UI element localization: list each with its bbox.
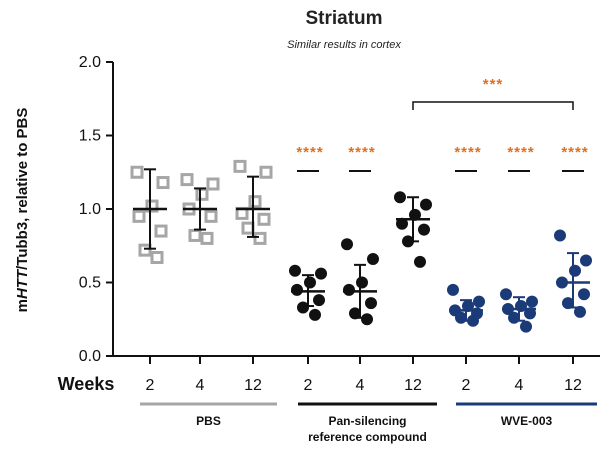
data-point (291, 283, 303, 296)
data-point (200, 231, 214, 245)
comparison-bracket (412, 101, 574, 110)
data-point (150, 251, 164, 265)
data-point (297, 301, 309, 314)
series-wve-week-12 (554, 229, 592, 318)
x-tick-label: 2 (304, 377, 313, 394)
data-point (447, 283, 459, 296)
data-point (309, 308, 321, 321)
x-tick-label: 2 (462, 377, 471, 394)
y-axis-ticks: 0.0 0.5 1.0 1.5 2.0 (79, 54, 113, 365)
significance-annotations: **** **** **** **** ******* (296, 76, 588, 172)
y-tick-label: 2.0 (79, 54, 101, 71)
data-point (180, 173, 194, 187)
data-point (145, 199, 159, 213)
x-tick-label: 12 (404, 377, 422, 394)
data-point (367, 252, 379, 265)
group-label: PBS (196, 414, 221, 428)
y-axis-label: mHTT/Tubb3, relative to PBS (14, 108, 31, 313)
data-point (420, 198, 432, 211)
data-point (259, 165, 273, 179)
y-axis-label-suffix: /Tubb3, relative to PBS (14, 108, 31, 270)
y-tick-label: 1.0 (79, 201, 101, 218)
data-point (304, 276, 316, 289)
data-point (349, 307, 361, 320)
data-point (156, 176, 170, 190)
x-axis-ticks: 2 4 12 2 4 12 2 4 12 (146, 356, 582, 394)
plot-area (130, 159, 592, 333)
y-tick-label: 0.0 (79, 348, 101, 365)
x-tick-label: 4 (515, 377, 524, 394)
data-point (204, 209, 218, 223)
group-label-line1: Pan-silencing (328, 414, 406, 428)
data-point (248, 195, 262, 209)
significance-stars: **** (507, 144, 534, 161)
data-point (188, 228, 202, 242)
data-point (356, 276, 368, 289)
data-point (365, 297, 377, 310)
data-point (343, 283, 355, 296)
data-point (361, 313, 373, 326)
series-pbs-week-2 (130, 165, 170, 265)
significance-stars: **** (296, 144, 323, 161)
series-wve-week-4 (500, 288, 538, 333)
data-point (396, 217, 408, 230)
x-tick-label: 4 (196, 377, 205, 394)
y-tick-label: 0.5 (79, 275, 101, 292)
y-tick-label: 1.5 (79, 128, 101, 145)
data-point (394, 191, 406, 204)
series-pan-week-4 (341, 238, 379, 326)
x-tick-label: 2 (146, 377, 155, 394)
chart-subtitle: Similar results in cortex (287, 39, 401, 51)
data-point (520, 320, 532, 333)
data-point (574, 305, 586, 318)
data-point (257, 212, 271, 226)
data-point (253, 231, 267, 245)
data-point (315, 267, 327, 280)
data-point (554, 229, 566, 242)
data-point (414, 255, 426, 268)
significance-stars: **** (454, 144, 481, 161)
data-point (132, 209, 146, 223)
data-point (289, 264, 301, 277)
series-wve-week-2 (447, 283, 485, 327)
data-point (473, 295, 485, 308)
series-pan-week-2 (289, 264, 327, 321)
data-point (233, 159, 247, 173)
data-point (341, 238, 353, 251)
chart-title: Striatum (305, 8, 382, 29)
data-point (313, 294, 325, 307)
data-point (578, 288, 590, 301)
group-labels: PBS Pan-silencing reference compound WVE-00… (196, 414, 552, 444)
group-label: WVE-003 (501, 414, 553, 428)
y-axis-label-prefix: m (14, 299, 31, 312)
data-point (580, 254, 592, 267)
data-point (524, 307, 536, 320)
significance-stars: **** (348, 144, 375, 161)
data-point (562, 297, 574, 310)
significance-stars: **** (561, 144, 588, 161)
y-axis-label-gene: HTT (14, 268, 31, 299)
x-tick-label: 12 (244, 377, 262, 394)
data-point (418, 223, 430, 236)
data-point (569, 264, 581, 277)
bracket-stars: *** (483, 76, 504, 93)
group-label-line2: reference compound (308, 430, 427, 444)
x-tick-label: 4 (356, 377, 365, 394)
data-point (500, 288, 512, 301)
weeks-label: Weeks (58, 374, 115, 394)
data-point (154, 224, 168, 238)
x-tick-label: 12 (564, 377, 582, 394)
data-point (130, 165, 144, 179)
data-point (241, 221, 255, 235)
data-point (526, 295, 538, 308)
data-point (195, 187, 209, 201)
data-point (467, 314, 479, 327)
series-pbs-week-4 (180, 173, 220, 245)
series-pbs-week-12 (233, 159, 273, 245)
data-point (138, 243, 152, 257)
data-point (206, 177, 220, 191)
series-pan-week-12 (394, 191, 432, 268)
